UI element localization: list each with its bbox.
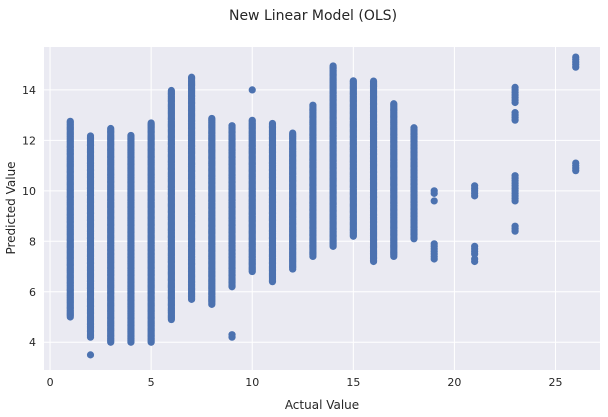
x-tick-label: 5 (148, 376, 155, 389)
x-tick-label: 20 (447, 376, 461, 389)
data-point (410, 124, 418, 132)
plot-area (44, 47, 600, 370)
y-tick-label: 8 (29, 235, 36, 248)
data-point (471, 250, 479, 258)
data-point (309, 101, 317, 109)
data-point (511, 197, 519, 205)
data-point (147, 119, 155, 127)
data-point (511, 116, 519, 124)
y-tick-labels: 4 6 8 10 12 14 (22, 84, 36, 349)
data-point (66, 117, 74, 125)
data-point (349, 77, 357, 85)
x-tick-label: 10 (245, 376, 259, 389)
y-axis-label: Predicted Value (4, 161, 18, 254)
data-point (572, 63, 580, 71)
x-axis-label: Actual Value (285, 398, 359, 412)
data-point (430, 197, 438, 205)
data-point (329, 62, 337, 70)
data-point (167, 86, 175, 95)
y-tick-label: 14 (22, 84, 36, 97)
y-tick-label: 10 (22, 185, 36, 198)
data-point (511, 227, 519, 235)
data-point (511, 98, 519, 107)
data-point (471, 257, 479, 266)
x-tick-label: 25 (549, 376, 563, 389)
y-tick-label: 6 (29, 286, 36, 299)
data-point (187, 73, 196, 81)
data-point (228, 333, 236, 341)
data-point (248, 86, 256, 94)
data-point (430, 189, 438, 197)
data-point (289, 129, 297, 137)
data-point (248, 116, 256, 124)
data-point (107, 124, 115, 133)
x-tick-label: 15 (346, 376, 360, 389)
data-point (369, 77, 378, 85)
data-point (208, 114, 216, 123)
data-points (66, 53, 580, 359)
data-point (228, 122, 236, 130)
data-point (430, 255, 438, 263)
x-tick-label: 0 (47, 376, 54, 389)
chart-title: New Linear Model (OLS) (229, 8, 397, 24)
data-point (268, 119, 277, 128)
y-tick-label: 4 (29, 336, 36, 349)
y-tick-label: 12 (22, 134, 36, 147)
data-point (471, 192, 479, 200)
data-point (127, 131, 135, 140)
data-point (86, 132, 95, 140)
data-point (390, 100, 398, 108)
x-tick-labels: 0 5 10 15 20 25 (47, 376, 563, 389)
data-point (572, 167, 580, 175)
data-point (86, 351, 95, 359)
